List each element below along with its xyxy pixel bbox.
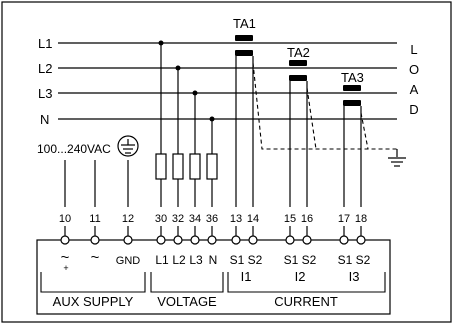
terminal-label-s1-1: S1 xyxy=(230,253,245,267)
fuse-icon xyxy=(155,153,218,180)
terminal-label-gnd: GND xyxy=(116,255,141,267)
terminal-label-l1: L1 xyxy=(155,253,169,267)
terminal-number-17: 17 xyxy=(338,213,350,225)
terminal-number-36: 36 xyxy=(206,213,218,225)
load-letter-a: A xyxy=(410,82,419,97)
ground-icon xyxy=(388,149,406,167)
terminal-label-s2-3: S2 xyxy=(356,253,371,267)
terminal-number-13: 13 xyxy=(230,213,242,225)
group-label-aux-supply: AUX SUPPLY xyxy=(53,294,134,309)
terminal-label-s1-3: S1 xyxy=(338,253,353,267)
terminal-number-15: 15 xyxy=(284,213,296,225)
terminal-screws xyxy=(60,235,366,245)
bracket-voltage xyxy=(150,272,224,293)
load-letter-d: D xyxy=(409,102,418,117)
ct-label-ta3: TA3 xyxy=(341,70,364,85)
group-label-current: CURRENT xyxy=(274,294,338,309)
protective-earth-icon xyxy=(117,135,139,157)
terminal-number-16: 16 xyxy=(301,213,313,225)
voltage-taps xyxy=(160,43,213,207)
current-transformer-icon xyxy=(235,35,361,106)
ct-secondary-wires xyxy=(235,56,362,207)
ct-label-ta2: TA2 xyxy=(287,45,310,60)
line-label-l3: L3 xyxy=(38,86,52,101)
terminal-number-30: 30 xyxy=(155,213,167,225)
terminal-label-i1: I1 xyxy=(241,269,252,284)
terminal-label-s2-2: S2 xyxy=(302,253,317,267)
terminal-number-18: 18 xyxy=(355,213,367,225)
load-letter-o: O xyxy=(409,62,419,77)
terminal-label-s1-2: S1 xyxy=(284,253,299,267)
ct-ground-return xyxy=(252,62,397,150)
junction-dots xyxy=(158,40,215,122)
aux-supply-wires xyxy=(64,160,129,207)
load-letter-l: L xyxy=(410,42,417,57)
terminal-stubs xyxy=(64,226,362,236)
terminal-label-l3: L3 xyxy=(189,253,203,267)
terminal-number-10: 10 xyxy=(59,213,71,225)
terminal-label-i3: I3 xyxy=(349,269,360,284)
terminal-label-s2-1: S2 xyxy=(248,253,263,267)
terminal-number-34: 34 xyxy=(189,213,201,225)
bracket-aux-supply xyxy=(40,272,146,293)
terminal-number-32: 32 xyxy=(172,213,184,225)
terminal-label-aux-plus: + xyxy=(63,263,68,273)
bracket-current xyxy=(227,272,386,293)
terminal-label-i2: I2 xyxy=(295,269,306,284)
terminal-number-14: 14 xyxy=(247,213,259,225)
terminal-number-12: 12 xyxy=(122,213,134,225)
group-label-voltage: VOLTAGE xyxy=(157,294,217,309)
aux-supply-voltage: 100...240VAC xyxy=(37,142,111,156)
terminal-label-n: N xyxy=(209,253,218,267)
bus-lines xyxy=(58,42,397,120)
group-brackets xyxy=(40,272,386,293)
terminal-label-aux-dc: ~ xyxy=(91,249,100,266)
line-label-l1: L1 xyxy=(38,36,52,51)
ct-label-ta1: TA1 xyxy=(233,16,256,31)
terminal-label-aux-ac: ~ xyxy=(61,249,70,266)
terminal-number-11: 11 xyxy=(89,213,100,225)
terminal-label-l2: L2 xyxy=(172,253,186,267)
line-label-n: N xyxy=(40,112,49,127)
line-label-l2: L2 xyxy=(38,61,52,76)
